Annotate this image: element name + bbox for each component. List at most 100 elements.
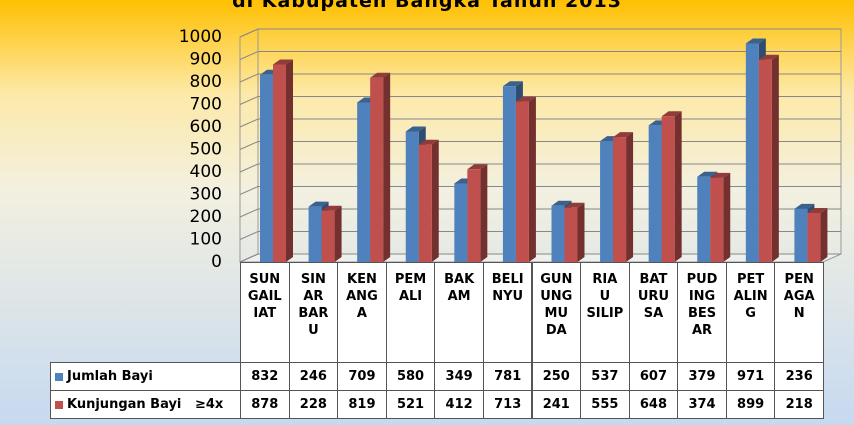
chart-title: di Kabupaten Bangka Tahun 2013 bbox=[232, 0, 622, 12]
bar-side bbox=[723, 172, 731, 262]
value-cell: 713 bbox=[482, 390, 533, 419]
category-label: BELI NYU bbox=[482, 262, 533, 363]
legend-label: Jumlah Bayi bbox=[67, 369, 153, 384]
value-cell: 246 bbox=[288, 362, 339, 391]
bar-top bbox=[273, 59, 293, 65]
bar-side bbox=[577, 202, 585, 262]
bar-front bbox=[273, 64, 286, 262]
category-label: PET ALIN G bbox=[725, 262, 776, 363]
bar-top bbox=[405, 126, 426, 132]
bar bbox=[807, 207, 828, 262]
bar-side bbox=[480, 164, 488, 262]
y-tick-label: 800 bbox=[190, 72, 222, 92]
bar-side bbox=[674, 111, 682, 262]
bar-front bbox=[807, 212, 821, 262]
bar-front bbox=[648, 125, 662, 262]
value-cell: 521 bbox=[385, 390, 436, 419]
y-tick-label: 900 bbox=[190, 50, 222, 70]
bar-front bbox=[745, 43, 759, 263]
value-cell: 537 bbox=[580, 362, 630, 391]
value-cell: 607 bbox=[628, 362, 679, 391]
category-label: SIN AR BAR U bbox=[288, 262, 339, 363]
bar-top bbox=[370, 72, 391, 78]
grid-line bbox=[239, 73, 841, 83]
grid-line bbox=[239, 51, 841, 60]
bar-front bbox=[418, 144, 432, 262]
bar-top bbox=[515, 96, 536, 102]
bar bbox=[613, 132, 634, 262]
bar-front bbox=[564, 207, 578, 262]
bar-front bbox=[454, 183, 468, 262]
category-label: BAK AM bbox=[434, 262, 484, 363]
value-cell: 379 bbox=[677, 362, 727, 391]
bar-front bbox=[613, 137, 627, 262]
legend-swatch bbox=[55, 372, 63, 381]
bar-top bbox=[758, 54, 779, 60]
bar-front bbox=[502, 86, 516, 263]
bar-front bbox=[405, 131, 419, 262]
bar-top bbox=[308, 201, 329, 207]
grid-line bbox=[239, 163, 841, 173]
bar bbox=[370, 72, 391, 262]
y-tick-label: 300 bbox=[190, 185, 222, 205]
bar-top bbox=[697, 171, 718, 177]
legend-label: Kunjungan Bayi ≥4x bbox=[67, 397, 224, 412]
value-cell: 832 bbox=[240, 362, 290, 391]
bar-top bbox=[564, 202, 585, 208]
value-cell: 349 bbox=[434, 362, 484, 391]
bar-top bbox=[794, 203, 815, 209]
bar bbox=[710, 172, 731, 262]
bar-top bbox=[710, 172, 731, 178]
bar-front bbox=[308, 206, 322, 262]
bar-front bbox=[794, 208, 808, 262]
bar-top bbox=[502, 81, 523, 87]
category-label: PEN AGA N bbox=[774, 262, 824, 363]
grid-line bbox=[239, 186, 841, 195]
value-cell: 819 bbox=[337, 390, 387, 419]
bar-top bbox=[661, 111, 682, 117]
bar-front bbox=[370, 77, 384, 262]
value-cell: 218 bbox=[774, 390, 824, 419]
y-tick-label: 0 bbox=[211, 252, 222, 272]
bar-front bbox=[661, 116, 675, 262]
bar bbox=[515, 96, 536, 262]
bar bbox=[564, 202, 585, 262]
grid-line bbox=[239, 253, 841, 263]
category-label: PEM ALI bbox=[385, 262, 436, 363]
value-cell: 241 bbox=[531, 390, 582, 419]
bar-front bbox=[710, 177, 724, 262]
bar-front bbox=[600, 141, 614, 262]
bar bbox=[321, 205, 342, 262]
bar-side bbox=[528, 96, 536, 262]
bar-front bbox=[697, 176, 711, 262]
bar bbox=[661, 111, 682, 262]
y-tick-label: 1000 bbox=[179, 27, 222, 47]
category-label: KEN ANG A bbox=[337, 262, 387, 363]
grid-line bbox=[239, 141, 841, 150]
bar-front bbox=[260, 74, 273, 262]
y-tick-label: 700 bbox=[190, 95, 222, 115]
value-cell: 555 bbox=[580, 390, 630, 419]
value-cell: 878 bbox=[240, 390, 290, 419]
bar-front bbox=[758, 59, 772, 262]
value-cell: 971 bbox=[725, 362, 776, 391]
bar bbox=[467, 164, 488, 262]
y-tick-label: 600 bbox=[190, 117, 222, 137]
legend-entry: Jumlah Bayi bbox=[50, 362, 241, 391]
bar-side bbox=[431, 139, 439, 262]
bar-top bbox=[467, 164, 488, 170]
bar-top bbox=[745, 38, 766, 44]
bar bbox=[418, 139, 439, 262]
value-cell: 648 bbox=[628, 390, 679, 419]
value-cell: 709 bbox=[337, 362, 387, 391]
bar-top bbox=[551, 200, 572, 206]
bar-front bbox=[515, 101, 529, 262]
value-cell: 580 bbox=[385, 362, 436, 391]
legend-swatch bbox=[55, 400, 63, 409]
bar-side bbox=[383, 72, 391, 262]
value-cell: 374 bbox=[677, 390, 727, 419]
grid-line bbox=[239, 96, 841, 105]
bar bbox=[273, 59, 293, 263]
